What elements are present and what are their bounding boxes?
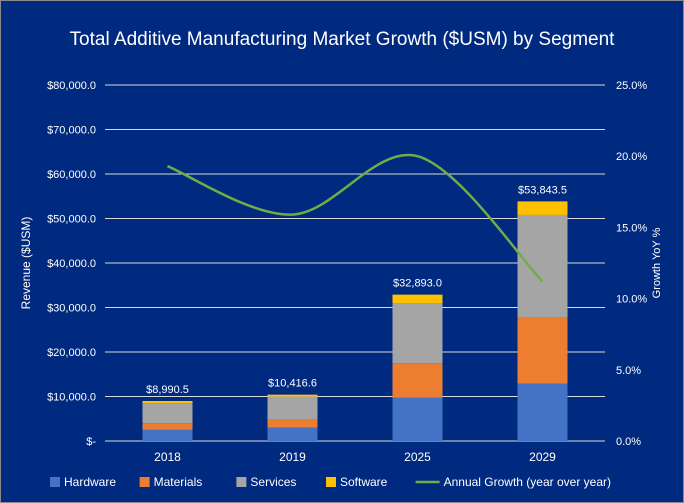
bar-hardware-2018 <box>142 429 193 441</box>
legend-label-software: Software <box>340 475 388 489</box>
y-right-tick-label: 10.0% <box>616 294 647 306</box>
x-tick-label: 2019 <box>279 450 306 464</box>
x-tick-label: 2018 <box>154 450 181 464</box>
bar-hardware-2029 <box>517 383 568 441</box>
y-axis-label: Revenue ($USM) <box>19 217 33 310</box>
bar-hardware-2019 <box>267 427 318 441</box>
bar-software-2018 <box>142 400 193 404</box>
legend-label-growth: Annual Growth (year over year) <box>444 475 611 489</box>
bar-materials-2018 <box>142 423 193 430</box>
bar-software-2025 <box>392 294 443 304</box>
y-tick-label: $70,000.0 <box>47 125 96 137</box>
y-axis-right-label: Growth YoY % <box>651 227 663 298</box>
y-right-tick-label: 20.0% <box>616 151 647 163</box>
total-data-label: $32,893.0 <box>393 278 442 290</box>
bar-services-2029 <box>517 214 568 318</box>
y-tick-label: $50,000.0 <box>47 214 96 226</box>
total-data-label: $10,416.6 <box>268 378 317 390</box>
total-data-label: $8,990.5 <box>146 384 189 396</box>
y-right-tick-label: 15.0% <box>616 222 647 234</box>
y-tick-label: $80,000.0 <box>47 80 96 92</box>
bar-materials-2019 <box>267 419 318 428</box>
bar-materials-2025 <box>392 363 443 398</box>
y-tick-label: $40,000.0 <box>47 258 96 270</box>
legend-swatch-hardware <box>50 477 60 487</box>
y-tick-label: $20,000.0 <box>47 347 96 359</box>
legend-swatch-software <box>326 477 336 487</box>
y-tick-label: $10,000.0 <box>47 392 96 404</box>
y-tick-label: $- <box>86 436 96 448</box>
bar-services-2019 <box>267 396 318 420</box>
x-tick-label: 2029 <box>529 450 556 464</box>
y-tick-label: $30,000.0 <box>47 303 96 315</box>
legend-swatch-materials <box>139 477 150 487</box>
y-right-tick-label: 0.0% <box>616 436 641 448</box>
legend-label-services: Services <box>250 475 296 489</box>
bar-hardware-2025 <box>392 397 443 441</box>
legend-swatch-services <box>236 477 247 487</box>
legend-label-materials: Materials <box>154 475 203 489</box>
chart-title: Total Additive Manufacturing Market Grow… <box>70 29 616 50</box>
bar-software-2029 <box>517 201 568 215</box>
legend-label-hardware: Hardware <box>64 475 116 489</box>
bar-services-2025 <box>392 303 443 364</box>
y-tick-label: $60,000.0 <box>47 169 96 181</box>
y-right-tick-label: 25.0% <box>616 80 647 92</box>
bar-materials-2029 <box>517 317 568 384</box>
y-right-tick-label: 5.0% <box>616 365 641 377</box>
bar-services-2018 <box>142 403 193 424</box>
x-tick-label: 2025 <box>404 450 431 464</box>
bar-software-2019 <box>267 394 318 397</box>
total-data-label: $53,843.5 <box>518 184 567 196</box>
growth-line <box>167 153 544 283</box>
